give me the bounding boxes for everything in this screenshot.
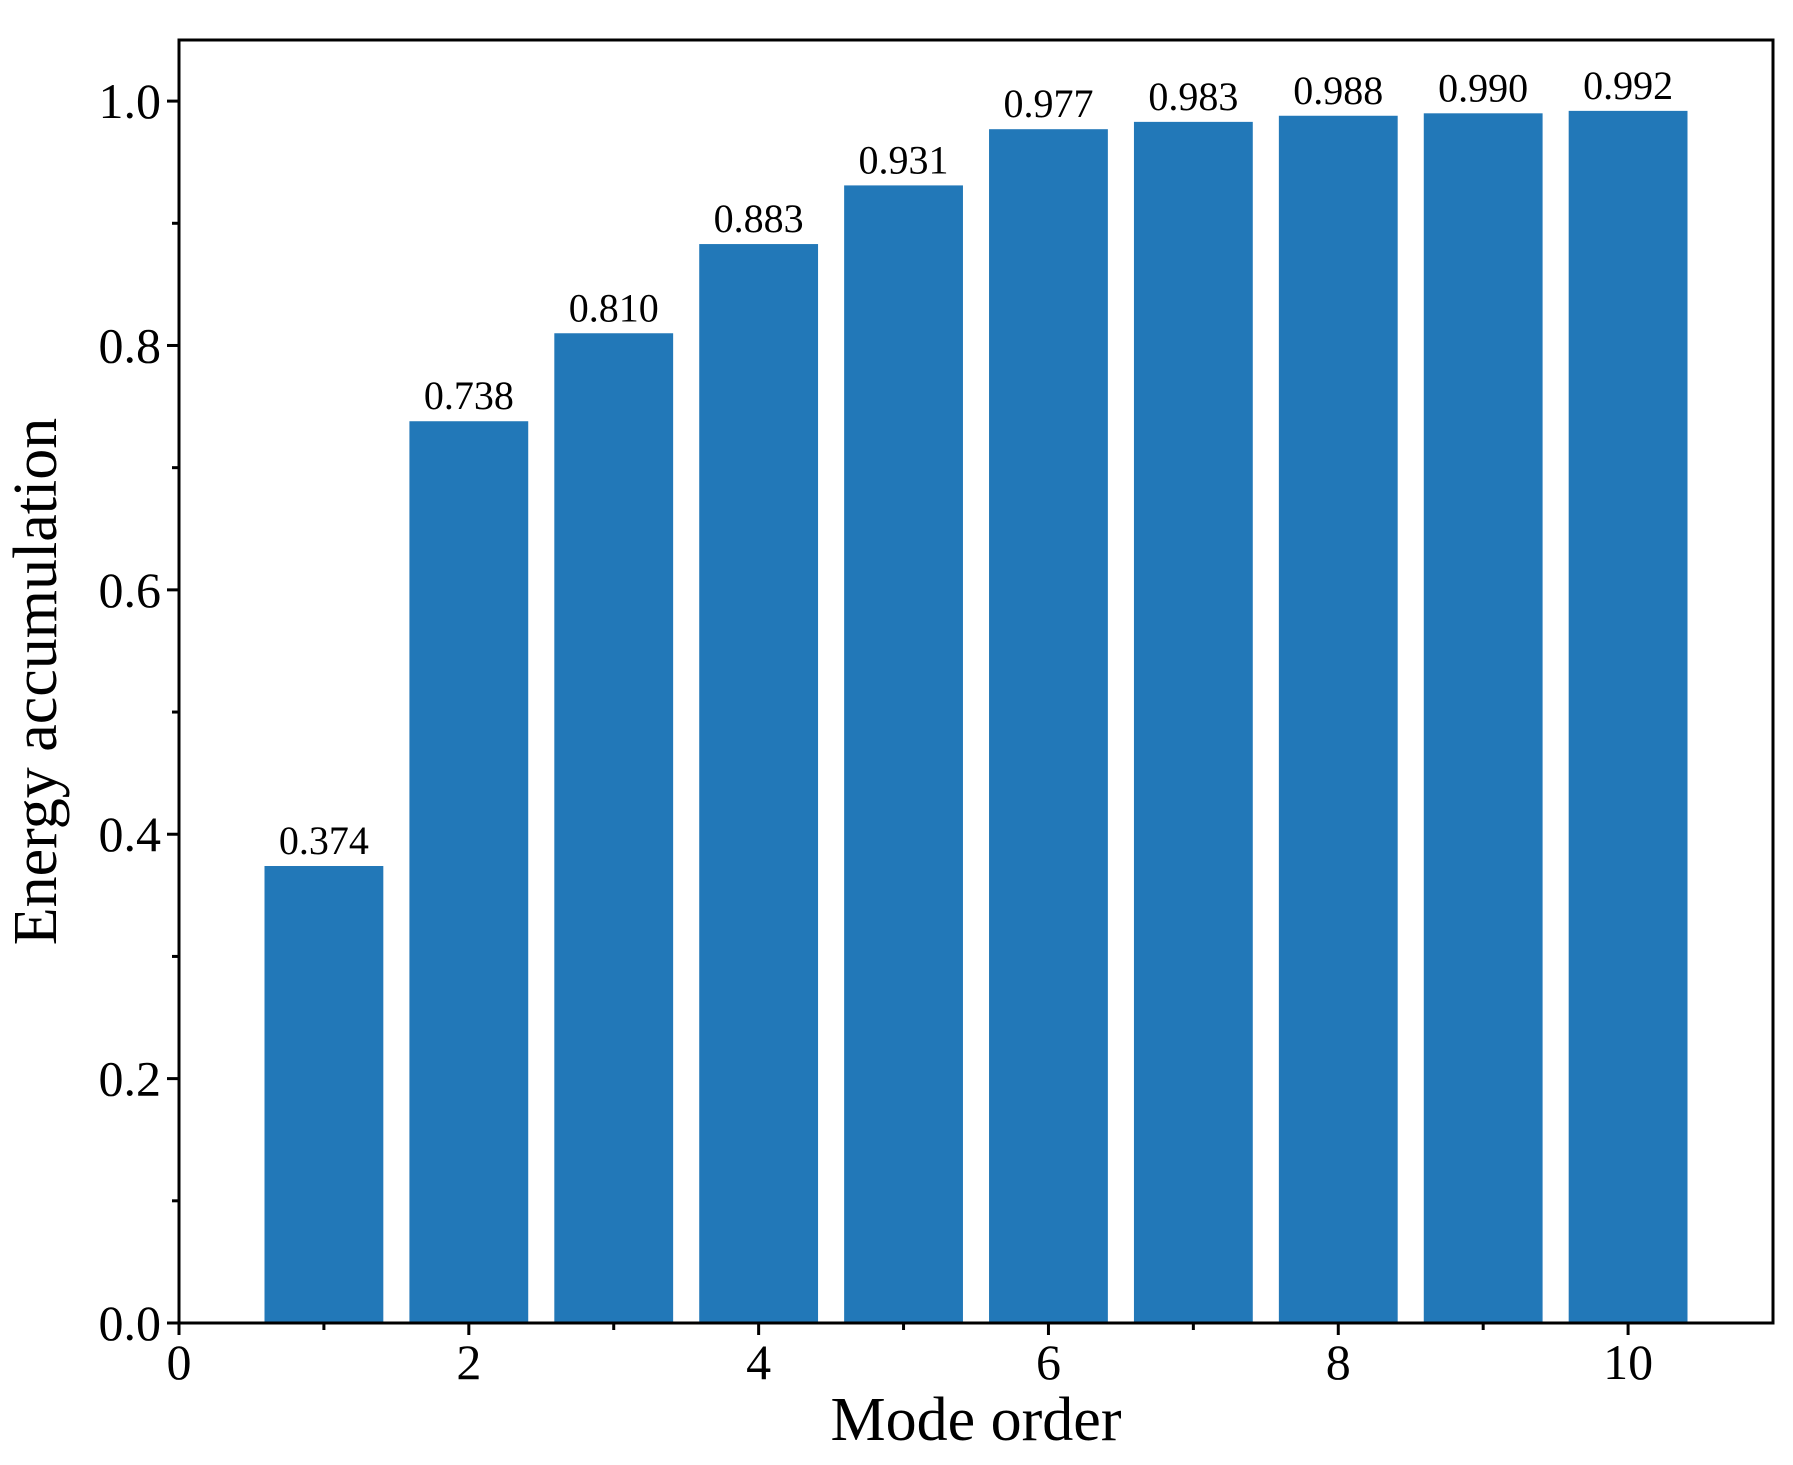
data-label-mode-2: 0.738 [424, 373, 514, 418]
x-tick-label-8: 8 [1326, 1334, 1351, 1390]
y-tick-label-0.4: 0.4 [99, 806, 162, 862]
y-axis-title: Energy accumulation [2, 418, 70, 945]
y-tick-label-0.2: 0.2 [99, 1051, 162, 1107]
bar-mode-7 [1133, 121, 1253, 1323]
data-label-mode-10: 0.992 [1583, 63, 1673, 108]
bar-mode-1 [264, 866, 384, 1323]
data-label-mode-4: 0.883 [714, 196, 804, 241]
data-label-mode-8: 0.988 [1293, 68, 1383, 113]
x-axis-title: Mode order [831, 1386, 1122, 1454]
y-tick-label-1.0: 1.0 [99, 73, 162, 129]
bar-mode-3 [554, 333, 674, 1323]
y-tick-label-0.0: 0.0 [99, 1295, 162, 1351]
bar-mode-10 [1568, 110, 1688, 1323]
x-tick-label-6: 6 [1036, 1334, 1061, 1390]
plot-frame [177, 38, 1775, 1325]
data-label-mode-6: 0.977 [1003, 81, 1093, 126]
bar-mode-5 [844, 185, 963, 1324]
bar-mode-4 [699, 244, 819, 1323]
bar-mode-6 [989, 129, 1108, 1323]
x-tick-label-10: 10 [1603, 1334, 1653, 1390]
bar-mode-2 [409, 421, 529, 1324]
y-tick-label-0.8: 0.8 [99, 317, 162, 373]
bars-group [264, 110, 1688, 1324]
data-label-mode-9: 0.990 [1438, 65, 1528, 110]
bar-mode-8 [1278, 115, 1398, 1324]
x-axis: 0 2 4 6 8 10 [167, 1323, 1653, 1390]
data-label-mode-1: 0.374 [279, 818, 369, 863]
bar-mode-9 [1423, 113, 1543, 1323]
x-tick-label-2: 2 [456, 1334, 481, 1390]
data-label-mode-5: 0.931 [859, 137, 949, 182]
x-tick-label-4: 4 [746, 1334, 771, 1390]
data-label-mode-3: 0.810 [569, 285, 659, 330]
y-axis: 0.0 0.2 0.4 0.6 0.8 1.0 [99, 73, 179, 1351]
x-tick-label-0: 0 [167, 1334, 192, 1390]
data-label-mode-7: 0.983 [1148, 74, 1238, 119]
data-labels-group: 0.374 0.738 0.810 0.883 0.931 0.977 0.983 0.988… [279, 63, 1673, 863]
y-tick-label-0.6: 0.6 [99, 562, 162, 618]
